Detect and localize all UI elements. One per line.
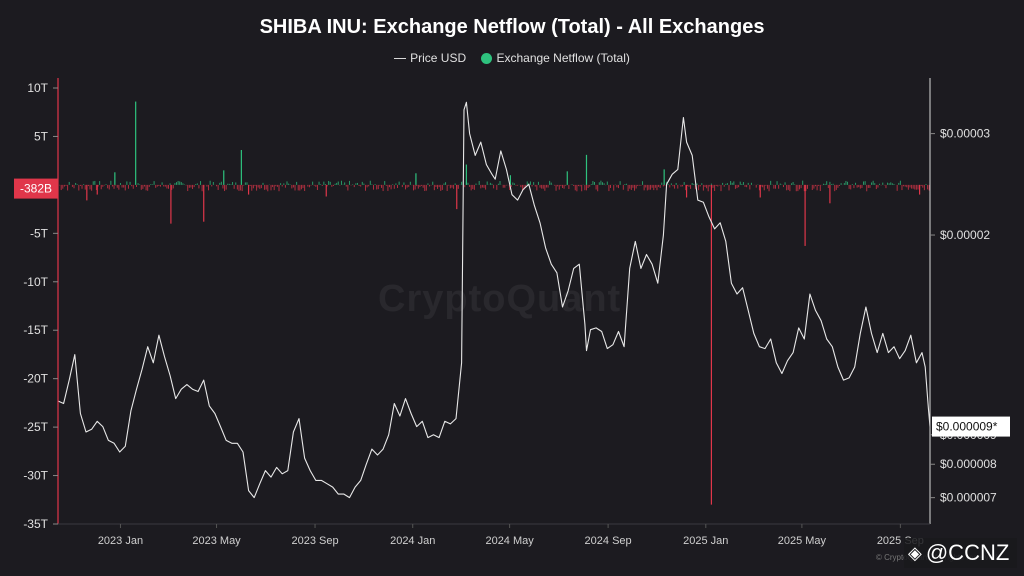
legend: Price USD Exchange Netflow (Total): [0, 50, 1024, 65]
price-current-label: $0.000009*: [936, 420, 998, 434]
x-tick-label: 2025 May: [778, 535, 827, 547]
legend-item-netflow[interactable]: Exchange Netflow (Total): [481, 50, 630, 65]
right-tick-label: $0.000008: [940, 457, 997, 471]
legend-label-netflow: Exchange Netflow (Total): [496, 50, 630, 65]
x-tick-label: 2023 May: [192, 535, 241, 547]
right-tick-label: $0.000007: [940, 491, 997, 505]
left-tick-label: -35T: [23, 517, 48, 531]
left-tick-label: 10T: [27, 81, 48, 95]
binance-diamond-icon: ◈: [908, 543, 922, 563]
price-line-layer: [57, 101, 931, 499]
x-tick-label: 2024 Jan: [390, 535, 435, 547]
x-tick-label: 2024 Sep: [585, 535, 632, 547]
legend-item-price[interactable]: Price USD: [394, 51, 466, 65]
netflow-bars: [57, 101, 930, 505]
right-tick-label: $0.00003: [940, 127, 990, 141]
legend-line-marker: [394, 58, 407, 60]
left-tick-label: 5T: [34, 129, 49, 143]
legend-dot-marker: [481, 53, 493, 65]
x-tick-label: 2024 May: [485, 535, 534, 547]
x-tick-label: 2023 Jan: [98, 535, 143, 547]
left-tick-label: -30T: [23, 469, 48, 483]
left-tick-label: -25T: [23, 420, 48, 434]
left-tick-label: -15T: [23, 323, 48, 337]
watermark: CryptoQuant: [378, 278, 622, 320]
right-tick-label: $0.00002: [940, 228, 990, 242]
author-handle: ◈ @CCNZ: [904, 538, 1018, 568]
left-tick-label: -10T: [23, 275, 48, 289]
price-current-badge: [932, 416, 1010, 437]
left-tick-label: -5T: [30, 226, 49, 240]
x-tick-label: 2023 Sep: [291, 535, 338, 547]
price-line: [57, 101, 931, 499]
x-tick-label: 2025 Jan: [683, 535, 728, 547]
left-tick-label: -20T: [23, 372, 48, 386]
legend-label-price: Price USD: [410, 50, 467, 65]
chart-title: SHIBA INU: Exchange Netflow (Total) - Al…: [259, 16, 765, 38]
handle-text: @CCNZ: [925, 540, 1010, 565]
axes: 10T 5T -5T -10T -15T -20T -25T -30T -35T $0.00003…: [14, 78, 1010, 547]
netflow-current-badge: [14, 178, 58, 199]
netflow-current-label: -382B: [20, 182, 52, 196]
